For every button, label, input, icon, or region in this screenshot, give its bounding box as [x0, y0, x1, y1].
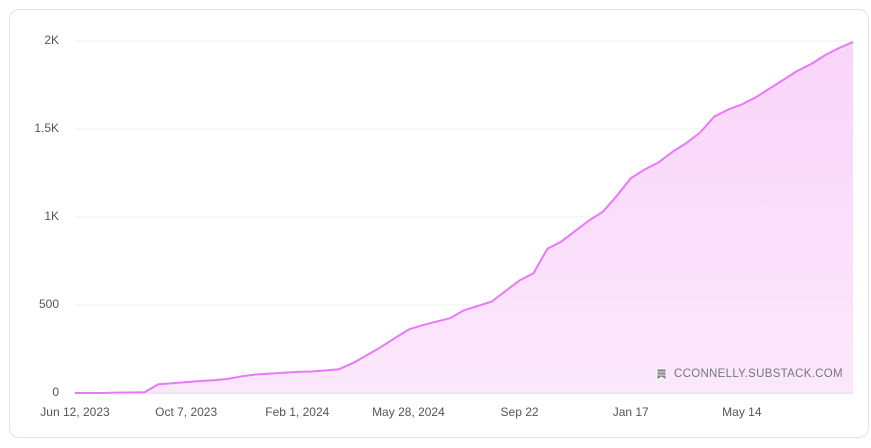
x-tick-label: Jan 17 — [613, 405, 649, 419]
x-tick-label: May 28, 2024 — [372, 405, 445, 419]
x-tick-label: Jun 12, 2023 — [40, 405, 110, 419]
x-tick-label: Sep 22 — [501, 405, 539, 419]
line — [75, 40, 854, 394]
watermark-icon — [656, 368, 667, 381]
plot — [75, 40, 854, 394]
x-tick-label: Oct 7, 2023 — [155, 405, 217, 419]
y-tick-label: 500 — [39, 297, 59, 311]
card — [9, 9, 869, 438]
y-tick-label: 1.5K — [34, 121, 59, 135]
y-tick-label: 1K — [44, 209, 59, 223]
x-tick-label: May 14 — [722, 405, 762, 419]
y-tick-label: 0 — [52, 385, 59, 399]
y-tick-label: 2K — [44, 33, 59, 47]
watermark: CCONNELLY.SUBSTACK.COM — [674, 368, 843, 380]
area — [75, 41, 853, 394]
x-tick-label: Feb 1, 2024 — [265, 405, 329, 419]
